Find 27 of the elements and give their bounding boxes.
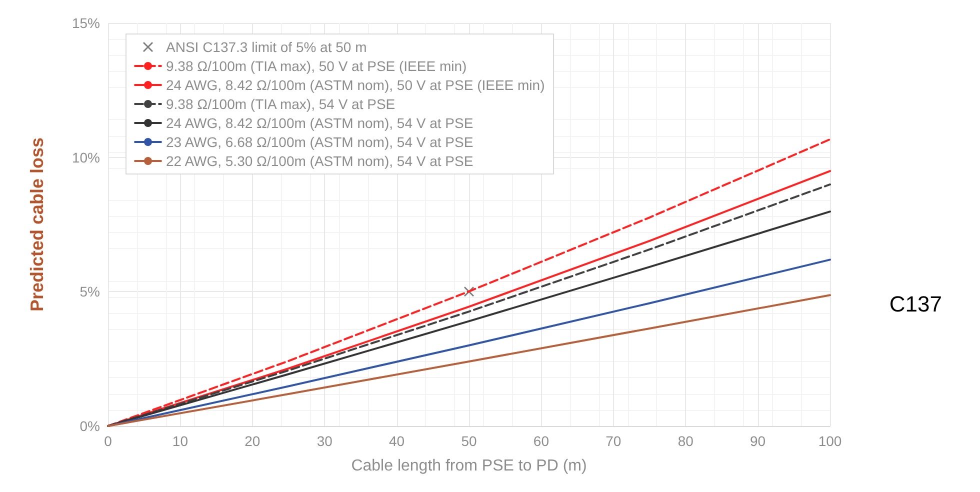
legend-label: ANSI C137.3 limit of 5% at 50 m	[166, 39, 367, 55]
x-tick-label: 60	[533, 433, 550, 449]
y-tick-label: 0%	[80, 418, 100, 434]
x-tick-label: 100	[818, 433, 842, 449]
x-tick-label: 50	[461, 433, 477, 449]
x-tick-label: 40	[389, 433, 405, 449]
x-tick-label: 90	[750, 433, 766, 449]
legend-label: 24 AWG, 8.42 Ω/100m (ASTM nom), 50 V at PSE (IEEE min)	[166, 77, 545, 93]
legend-label: 23 AWG, 6.68 Ω/100m (ASTM nom), 54 V at PSE	[166, 134, 474, 150]
legend-label: 9.38 Ω/100m (TIA max), 50 V at PSE (IEEE min)	[166, 58, 467, 74]
line-series	[107, 258, 831, 427]
y-tick-label: 15%	[72, 15, 100, 31]
x-tick-label: 80	[678, 433, 694, 449]
legend-label: 9.38 Ω/100m (TIA max), 54 V at PSE	[166, 96, 396, 112]
x-tick-label: 70	[606, 433, 622, 449]
y-tick-label: 10%	[72, 149, 100, 166]
x-tick-label: 30	[316, 433, 333, 449]
x-tick-label: 20	[244, 433, 260, 449]
x-axis-title: Cable length from PSE to PD (m)	[351, 458, 587, 474]
x-tick-label: 10	[172, 433, 188, 449]
legend-label: 24 AWG, 8.42 Ω/100m (ASTM nom), 54 V at PSE	[166, 115, 474, 131]
y-tick-label: 5%	[80, 284, 100, 300]
y-axis-title: Predicted cable loss	[27, 137, 47, 312]
x-tick-label: 0	[104, 433, 112, 449]
line-series	[107, 294, 831, 427]
text: C137	[889, 292, 942, 316]
legend-label: 22 AWG, 5.30 Ω/100m (ASTM nom), 54 V at PSE	[166, 153, 474, 169]
